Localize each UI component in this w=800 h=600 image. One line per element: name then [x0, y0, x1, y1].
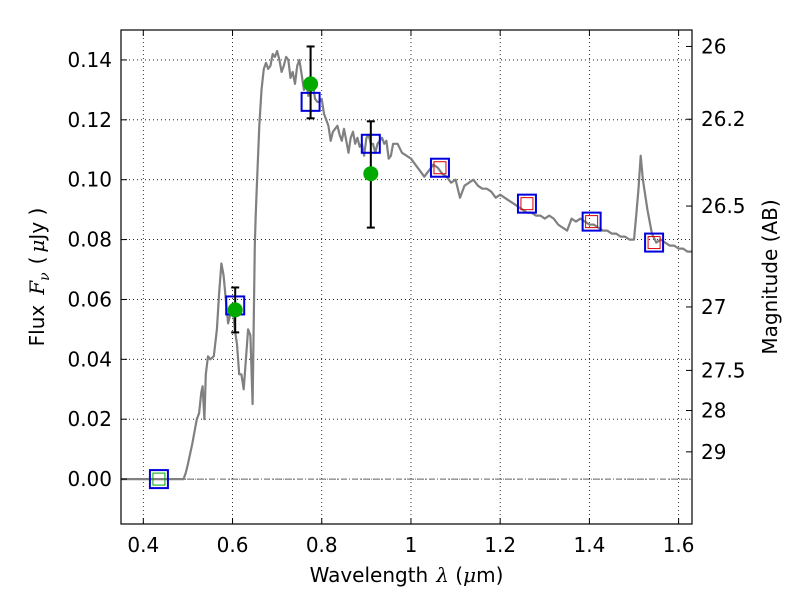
secondary-y-axis-label: Magnitude (AB)	[758, 199, 782, 354]
y2-tick-label: 26	[701, 34, 726, 58]
x-tick-label: 0.8	[306, 533, 338, 557]
x-tick-label: 1.6	[663, 533, 695, 557]
model-photometry-square	[581, 211, 602, 232]
y2-tick-label: 27.5	[701, 358, 746, 382]
grid-lines	[121, 30, 692, 524]
y2-tick-label: 27	[701, 295, 726, 319]
y-tick-label: 0.06	[67, 287, 112, 311]
model-photometry-square	[516, 193, 537, 214]
observed-flux-point	[363, 166, 379, 182]
model-photometry-square	[429, 157, 450, 178]
inner-square-red	[520, 197, 534, 211]
observed-flux-point	[227, 302, 243, 318]
y2-tick-label: 28	[701, 399, 726, 423]
y-tick-label: 0.14	[67, 48, 112, 72]
model-photometry-square	[148, 469, 169, 490]
x-tick-label: 0.4	[127, 533, 159, 557]
y2-tick-label: 26.2	[701, 107, 746, 131]
axis-ticks: 0.4 0.6 0.8 1 1.2 1.4 1.6 0.00 0.02 0.04 0.06 0.08 0…	[67, 30, 746, 557]
inner-square-green	[152, 472, 166, 486]
y-tick-label: 0.02	[67, 407, 112, 431]
inner-square-red	[585, 215, 599, 229]
observed-flux-point	[303, 76, 319, 92]
y-tick-label: 0.10	[67, 168, 112, 192]
x-tick-label: 0.6	[217, 533, 249, 557]
inner-square-red	[433, 161, 447, 175]
y2-tick-label: 26.5	[701, 194, 746, 218]
inner-square-red	[647, 236, 661, 250]
x-tick-label: 1	[405, 533, 418, 557]
x-axis-label: Wavelength λ (μm)	[310, 563, 504, 587]
y-tick-label: 0.08	[67, 228, 112, 252]
y-tick-label: 0.12	[67, 108, 112, 132]
model-spectrum-layer	[121, 49, 692, 481]
y-axis-label: FluxFν(μJy )	[25, 208, 53, 347]
plot-frame	[120, 29, 693, 525]
model-spectrum-line	[121, 49, 692, 481]
x-tick-label: 1.4	[573, 533, 605, 557]
model-photometry-square	[644, 232, 665, 253]
y-tick-label: 0.00	[67, 467, 112, 491]
photometry-points-layer	[148, 45, 665, 490]
y-tick-label: 0.04	[67, 347, 112, 371]
y2-tick-label: 29	[701, 440, 726, 464]
x-tick-label: 1.2	[484, 533, 516, 557]
